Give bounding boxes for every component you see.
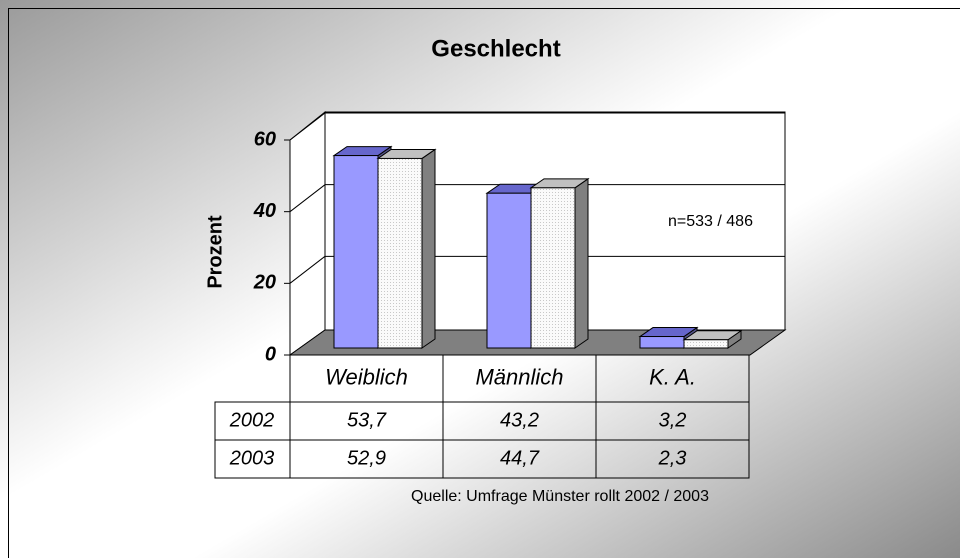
row-label: 2002: [229, 409, 275, 431]
table-value: 52,9: [347, 447, 386, 469]
grid-line: [289, 184, 326, 213]
table-value: 53,7: [347, 409, 387, 431]
y-tick-label: 60: [254, 128, 276, 150]
grid-line: [289, 112, 326, 141]
source: Quelle: Umfrage Münster rollt 2002 / 200…: [411, 488, 709, 505]
y-tick-label: 40: [253, 200, 276, 222]
y-axis-label: Prozent: [204, 215, 226, 289]
bar: [333, 155, 379, 349]
annotation: n=533 / 486: [668, 213, 753, 230]
table-value: 3,2: [659, 409, 687, 431]
chart-title: Geschlecht: [431, 35, 560, 62]
x-tick-label: Männlich: [475, 364, 563, 389]
y-tick-label: 0: [265, 343, 276, 365]
bar-side: [574, 177, 589, 349]
table-value: 43,2: [500, 409, 539, 431]
bar: [683, 339, 729, 349]
bar: [530, 187, 576, 349]
bar: [639, 336, 685, 349]
side-wall: [289, 110, 326, 356]
x-tick-label: Weiblich: [325, 364, 408, 389]
row-label: 2003: [229, 447, 275, 469]
frame: [8, 8, 960, 558]
y-tick-label: 20: [253, 272, 276, 294]
bar-side: [421, 148, 436, 349]
bar: [377, 157, 423, 349]
grid-line: [289, 255, 326, 284]
bar: [486, 192, 532, 349]
table-value: 2,3: [658, 447, 687, 469]
x-tick-label: K. A.: [649, 364, 696, 389]
table-row: [214, 439, 750, 479]
table-value: 44,7: [500, 447, 540, 469]
